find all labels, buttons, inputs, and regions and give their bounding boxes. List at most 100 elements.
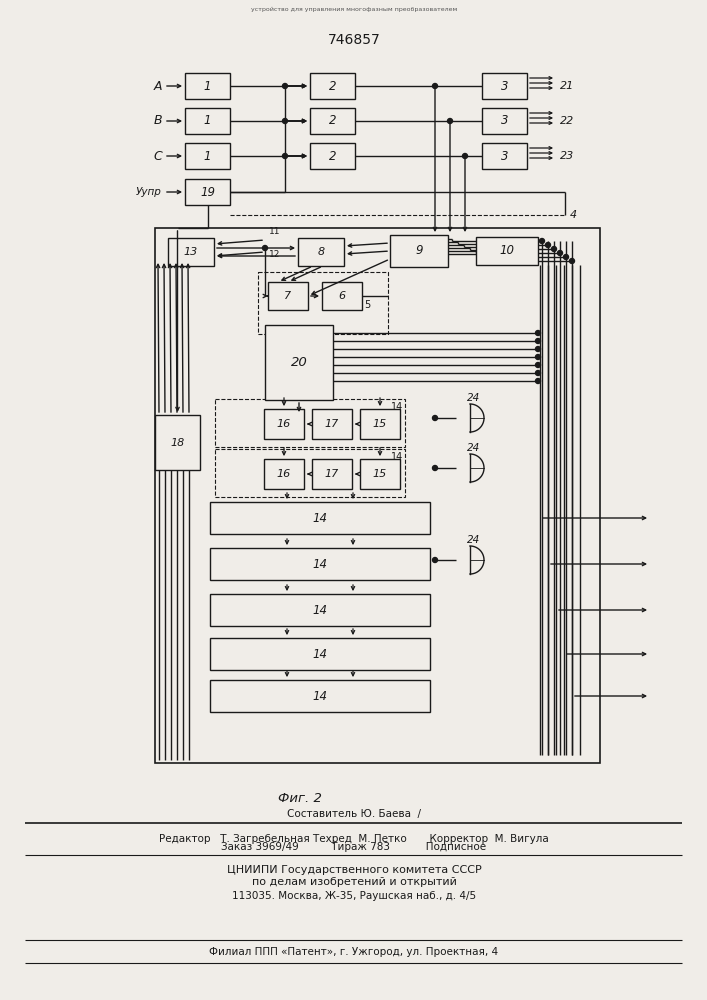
- Circle shape: [535, 347, 540, 352]
- Bar: [155, 228, 600, 763]
- Text: ЦНИИПИ Государственного комитета СССР: ЦНИИПИ Государственного комитета СССР: [227, 865, 481, 875]
- Text: 746857: 746857: [327, 33, 380, 47]
- Circle shape: [551, 246, 556, 251]
- Text: Уупр: Уупр: [136, 187, 162, 197]
- Bar: [210, 594, 430, 626]
- Text: 14: 14: [312, 558, 327, 570]
- Bar: [210, 638, 430, 670]
- Text: 2: 2: [329, 80, 337, 93]
- Text: 14: 14: [312, 603, 327, 616]
- Circle shape: [535, 362, 540, 367]
- Bar: [210, 502, 430, 534]
- Circle shape: [539, 238, 544, 243]
- Bar: [298, 238, 344, 266]
- Circle shape: [535, 330, 540, 336]
- Text: 14: 14: [312, 512, 327, 524]
- Bar: [310, 143, 355, 169]
- Text: 3: 3: [501, 80, 508, 93]
- Circle shape: [570, 258, 575, 263]
- Text: 15: 15: [373, 419, 387, 429]
- Text: 2: 2: [329, 149, 337, 162]
- Bar: [390, 235, 448, 267]
- Bar: [312, 409, 352, 439]
- Text: Фиг. 2: Фиг. 2: [278, 792, 322, 804]
- Bar: [482, 143, 527, 169]
- Bar: [310, 108, 355, 134]
- Circle shape: [558, 250, 563, 255]
- Bar: [185, 73, 230, 99]
- Text: Филиал ППП «Патент», г. Ужгород, ул. Проектная, 4: Филиал ППП «Патент», г. Ужгород, ул. Про…: [209, 947, 498, 957]
- Circle shape: [433, 466, 438, 471]
- Text: 14: 14: [312, 690, 327, 702]
- Text: 1: 1: [204, 114, 211, 127]
- Circle shape: [433, 416, 438, 420]
- Bar: [476, 237, 538, 265]
- Circle shape: [535, 378, 540, 383]
- Bar: [215, 399, 405, 447]
- Text: 12: 12: [269, 250, 281, 259]
- Bar: [264, 459, 304, 489]
- Bar: [185, 179, 230, 205]
- Text: 6: 6: [339, 291, 346, 301]
- Text: 10: 10: [500, 244, 515, 257]
- Circle shape: [462, 153, 467, 158]
- Bar: [258, 272, 388, 334]
- Bar: [268, 282, 308, 310]
- Bar: [185, 143, 230, 169]
- Bar: [210, 548, 430, 580]
- Circle shape: [546, 242, 551, 247]
- Text: C: C: [153, 149, 162, 162]
- Bar: [482, 108, 527, 134]
- Bar: [265, 325, 333, 400]
- Text: 5: 5: [364, 300, 370, 310]
- Text: 23: 23: [560, 151, 574, 161]
- Text: Составитель Ю. Баева  /: Составитель Ю. Баева /: [287, 809, 421, 819]
- Text: 14: 14: [391, 402, 403, 412]
- Text: 14: 14: [312, 648, 327, 660]
- Bar: [312, 459, 352, 489]
- Text: 16: 16: [277, 469, 291, 479]
- Text: 24: 24: [467, 443, 481, 453]
- Bar: [215, 449, 405, 497]
- Bar: [360, 409, 400, 439]
- Text: 18: 18: [170, 438, 185, 448]
- Text: 19: 19: [200, 186, 215, 198]
- Bar: [360, 459, 400, 489]
- Text: устройство для управления многофазным преобразователем: устройство для управления многофазным пр…: [251, 6, 457, 12]
- Text: 24: 24: [467, 393, 481, 403]
- Bar: [168, 238, 214, 266]
- Text: 7: 7: [284, 291, 291, 301]
- Text: 1: 1: [204, 80, 211, 93]
- Text: 113035. Москва, Ж-35, Раушская наб., д. 4/5: 113035. Москва, Ж-35, Раушская наб., д. …: [232, 891, 476, 901]
- Bar: [264, 409, 304, 439]
- Circle shape: [433, 84, 438, 89]
- Text: 4: 4: [570, 210, 577, 220]
- Text: B: B: [153, 114, 162, 127]
- Circle shape: [283, 84, 288, 89]
- Bar: [155, 415, 200, 470]
- Text: 21: 21: [560, 81, 574, 91]
- Circle shape: [563, 254, 568, 259]
- Circle shape: [283, 118, 288, 123]
- Bar: [210, 680, 430, 712]
- Bar: [185, 108, 230, 134]
- Circle shape: [283, 153, 288, 158]
- Text: 17: 17: [325, 469, 339, 479]
- Text: 16: 16: [277, 419, 291, 429]
- Text: Заказ 3969/49          Тираж 783           Подписное: Заказ 3969/49 Тираж 783 Подписное: [221, 842, 486, 852]
- Text: 2: 2: [329, 114, 337, 127]
- Circle shape: [448, 118, 452, 123]
- Text: A: A: [153, 80, 162, 93]
- Circle shape: [433, 558, 438, 562]
- Bar: [482, 73, 527, 99]
- Text: 9: 9: [415, 244, 423, 257]
- Bar: [310, 73, 355, 99]
- Text: 13: 13: [184, 247, 198, 257]
- Text: 22: 22: [560, 116, 574, 126]
- Text: 3: 3: [501, 149, 508, 162]
- Circle shape: [535, 355, 540, 360]
- Text: 1: 1: [204, 149, 211, 162]
- Text: по делам изобретений и открытий: по делам изобретений и открытий: [252, 877, 457, 887]
- Text: 15: 15: [373, 469, 387, 479]
- Text: 14: 14: [391, 452, 403, 462]
